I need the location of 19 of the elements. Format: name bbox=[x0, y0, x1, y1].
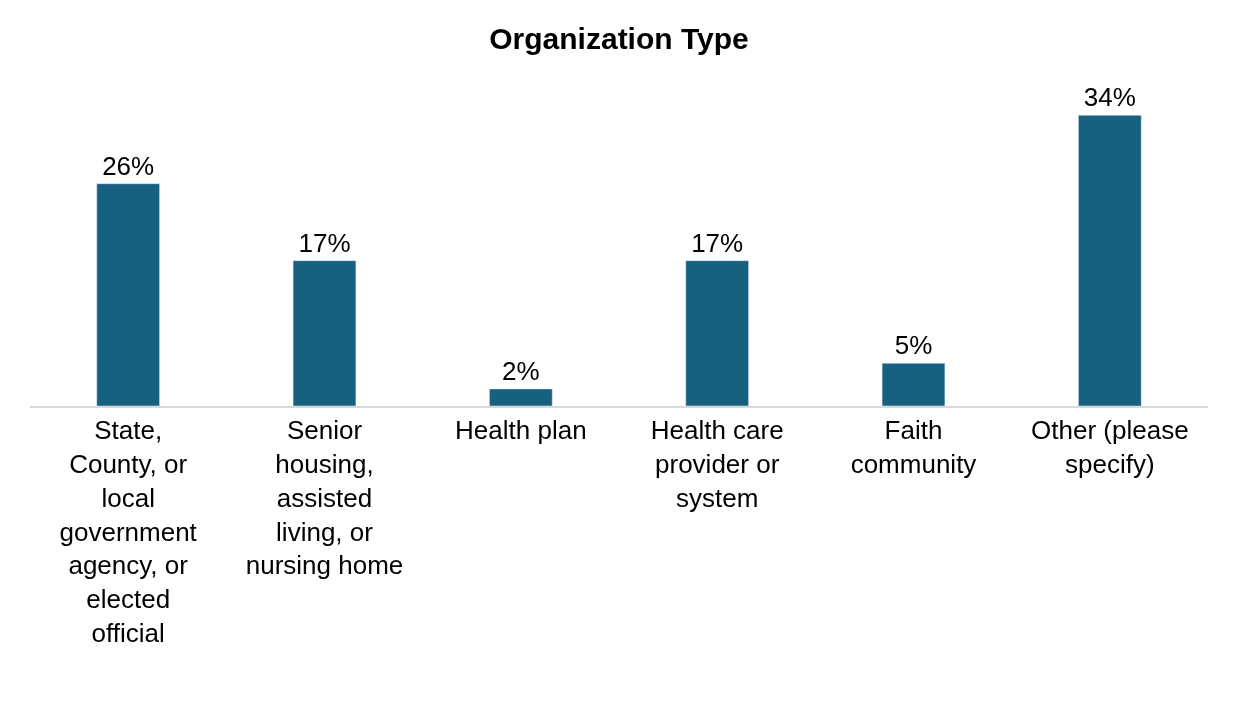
data-label: 5% bbox=[894, 330, 933, 361]
data-label: 17% bbox=[298, 227, 351, 258]
x-tick-label: Health care provider or system bbox=[650, 415, 784, 513]
x-tick-label: Other (please specify) bbox=[1031, 415, 1189, 479]
data-label: 17% bbox=[691, 227, 744, 258]
x-tick-label: Faith community bbox=[850, 415, 977, 479]
x-tick-label: Health plan bbox=[455, 415, 587, 446]
data-label: 2% bbox=[502, 355, 540, 386]
data-label: 26% bbox=[102, 150, 155, 181]
bar bbox=[292, 260, 357, 406]
bar bbox=[96, 183, 160, 406]
x-tick-label: Senior housing, assisted living, or nursing home bbox=[245, 415, 404, 581]
x-tick-label: State, County, or local government agency, or elected official bbox=[59, 415, 198, 648]
bar bbox=[881, 363, 946, 406]
bar bbox=[489, 388, 553, 406]
data-label: 34% bbox=[1083, 82, 1136, 113]
bar bbox=[685, 260, 749, 406]
chart-title: Organization Type bbox=[489, 22, 749, 56]
bar bbox=[1078, 115, 1142, 406]
